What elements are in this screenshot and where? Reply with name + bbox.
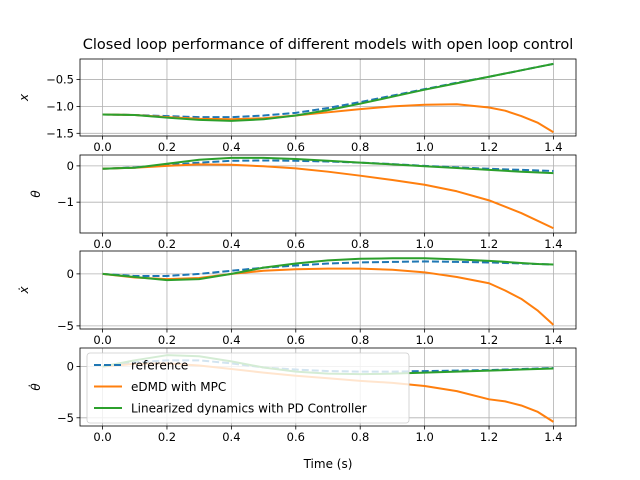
subplot-2: 0.0 0.2 0.4 0.6 0.8 1.0 1.2 1.4 −1 0 θ bbox=[29, 154, 577, 251]
axes-frame bbox=[79, 347, 577, 427]
y-tick-label: −1.0 bbox=[46, 99, 74, 113]
axes-frame bbox=[79, 58, 577, 137]
y-tick-label: −0.5 bbox=[46, 72, 74, 86]
x-tick-label: 1.4 bbox=[544, 430, 562, 444]
x-tick-label: 0.8 bbox=[351, 430, 369, 444]
x-tick-label: 0.4 bbox=[222, 140, 240, 154]
x-tick-label: 1.0 bbox=[415, 430, 433, 444]
x-tick-label: 1.0 bbox=[415, 140, 433, 154]
x-tick-label: 0.6 bbox=[287, 333, 305, 347]
x-tick-label: 1.2 bbox=[480, 430, 498, 444]
y-axis-label: x bbox=[17, 93, 31, 102]
x-tick-label: 1.4 bbox=[544, 237, 562, 251]
x-tick-label: 0.4 bbox=[222, 333, 240, 347]
legend-frame bbox=[86, 352, 410, 424]
series-group bbox=[102, 257, 555, 326]
y-axis-label: θ bbox=[29, 190, 43, 198]
x-tick-label: 0.8 bbox=[351, 333, 369, 347]
x-tick-label: 0.4 bbox=[222, 237, 240, 251]
series-line-reference bbox=[102, 260, 554, 277]
x-tick-label: 0.8 bbox=[351, 237, 369, 251]
x-tick-label: 0.0 bbox=[93, 333, 111, 347]
x-axis-label: Time (s) bbox=[303, 457, 353, 471]
x-tick-label: 0.8 bbox=[351, 140, 369, 154]
subplot-1: 0.0 0.2 0.4 0.6 0.8 1.0 1.2 1.4 −1.5 −1.0 −0.5 x bbox=[17, 58, 577, 154]
y-axis-label: θ̇ bbox=[28, 383, 43, 391]
x-tick-label: 0.6 bbox=[287, 140, 305, 154]
x-tick-label: 0.0 bbox=[93, 237, 111, 251]
y-tick-label: −1.5 bbox=[46, 126, 74, 140]
series-line-linearized-dynamics-with-pd-controller bbox=[102, 62, 554, 122]
y-tick-label: 0 bbox=[67, 359, 74, 373]
series-line-linearized-dynamics-with-pd-controller bbox=[102, 257, 554, 282]
x-tick-label: 0.0 bbox=[93, 430, 111, 444]
x-tick-label: 0.2 bbox=[158, 237, 176, 251]
series-group bbox=[102, 156, 554, 230]
y-tick-label: −5 bbox=[57, 319, 74, 333]
legend-label: Linearized dynamics with PD Controller bbox=[131, 402, 367, 416]
y-tick-label: 0 bbox=[67, 267, 74, 281]
x-tick-label: 0.6 bbox=[287, 237, 305, 251]
legend-label: eDMD with MPC bbox=[131, 380, 226, 394]
x-tick-label: 1.4 bbox=[544, 140, 562, 154]
y-tick-label: 0 bbox=[67, 159, 74, 173]
x-tick-label: 1.4 bbox=[544, 333, 562, 347]
x-tick-label: 1.0 bbox=[415, 333, 433, 347]
series-line-edmd-with-mpc bbox=[102, 267, 555, 326]
x-tick-label: 0.2 bbox=[158, 140, 176, 154]
y-axis-label: ẋ bbox=[17, 286, 31, 295]
series-line-linearized-dynamics-with-pd-controller bbox=[102, 156, 554, 175]
legend: reference eDMD with MPC Linearized dynamic… bbox=[86, 352, 410, 424]
x-tick-label: 1.2 bbox=[480, 333, 498, 347]
series-group bbox=[102, 62, 554, 134]
x-tick-label: 1.0 bbox=[415, 237, 433, 251]
x-tick-label: 1.2 bbox=[480, 140, 498, 154]
subplot-3: 0.0 0.2 0.4 0.6 0.8 1.0 1.2 1.4 −5 0 ẋ bbox=[17, 250, 577, 347]
figure-title: Closed loop performance of different mod… bbox=[83, 37, 573, 53]
x-tick-label: 0.2 bbox=[158, 333, 176, 347]
series-line-edmd-with-mpc bbox=[102, 163, 554, 230]
x-tick-label: 1.2 bbox=[480, 237, 498, 251]
y-tick-label: −1 bbox=[57, 195, 74, 209]
y-tick-label: −5 bbox=[57, 411, 74, 425]
axes-frame bbox=[79, 250, 577, 330]
legend-label: reference bbox=[131, 359, 188, 373]
axes-frame bbox=[79, 154, 577, 234]
x-tick-label: 0.0 bbox=[93, 140, 111, 154]
x-tick-label: 0.6 bbox=[287, 430, 305, 444]
x-tick-label: 0.4 bbox=[222, 430, 240, 444]
x-tick-label: 0.2 bbox=[158, 430, 176, 444]
